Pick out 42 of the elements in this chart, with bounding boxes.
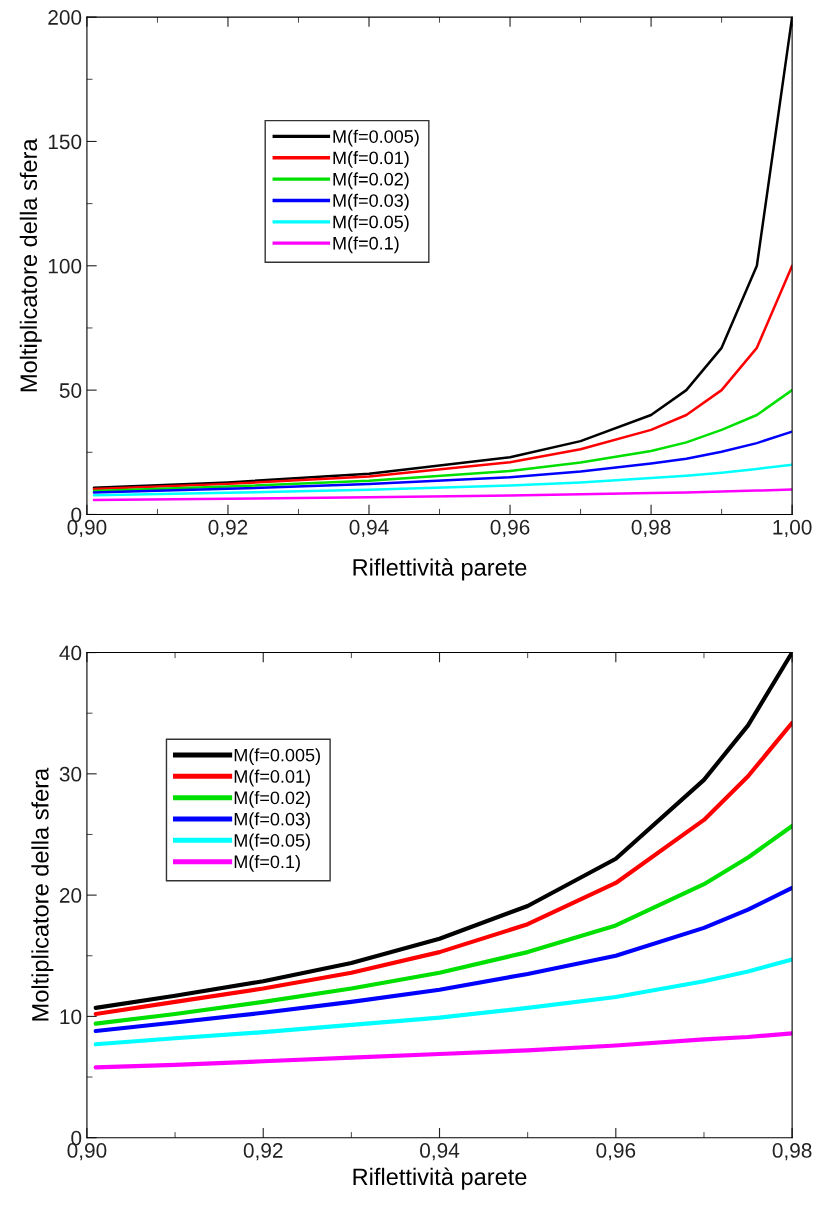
x-tick-label: 0,94 — [420, 1143, 460, 1161]
legend-label: M(f=0.02) — [234, 790, 310, 808]
x-tick-label: 0,96 — [596, 1143, 636, 1161]
x-tick-label: 0,94 — [349, 519, 389, 538]
legend-label: M(f=0.005) — [234, 748, 320, 766]
line-series — [92, 388, 793, 493]
x-tick-label: 0,92 — [243, 1143, 283, 1161]
legend-label: M(f=0.05) — [234, 833, 310, 851]
line-series — [92, 430, 793, 494]
y-tick-label: 30 — [59, 766, 82, 782]
x-axis-title: Riflettività parete — [353, 558, 527, 581]
y-tick-label: 100 — [48, 258, 82, 274]
y-axis-title: Moltiplicatore della sfera — [19, 138, 42, 392]
legend-label: M(f=0.05) — [333, 215, 409, 232]
x-axis-title: Riflettività parete — [353, 1167, 527, 1190]
x-tick-label: 0,98 — [772, 1143, 812, 1161]
x-tick-label: 0,98 — [631, 519, 671, 538]
legend-label: M(f=0.01) — [234, 769, 310, 787]
y-tick-label: 20 — [59, 888, 82, 903]
y-tick-label: 150 — [48, 134, 82, 150]
legend-label: M(f=0.01) — [333, 151, 409, 168]
y-axis-title: Moltiplicatore della sfera — [31, 767, 54, 1021]
line-series — [93, 957, 793, 1047]
y-tick-label: 50 — [59, 383, 82, 398]
legend-label: M(f=0.005) — [333, 129, 419, 147]
line-series — [92, 488, 793, 502]
x-tick-label: 1,00 — [773, 519, 812, 538]
line-series — [92, 463, 793, 497]
y-tick-label: 200 — [48, 10, 82, 25]
line-series — [93, 1031, 793, 1070]
line-series — [92, 264, 793, 491]
legend-label: M(f=0.1) — [234, 854, 300, 872]
legend-label: M(f=0.1) — [333, 236, 399, 254]
line-series — [93, 885, 793, 1034]
legend-label: M(f=0.03) — [234, 812, 310, 830]
line-series — [93, 720, 793, 1017]
y-tick-label: 40 — [59, 645, 82, 661]
legend-label: M(f=0.03) — [333, 193, 409, 211]
x-tick-label: 0,96 — [490, 519, 530, 538]
legend-label: M(f=0.02) — [333, 172, 409, 190]
x-tick-label: 0,92 — [208, 519, 248, 538]
y-tick-label: 10 — [60, 1009, 82, 1025]
